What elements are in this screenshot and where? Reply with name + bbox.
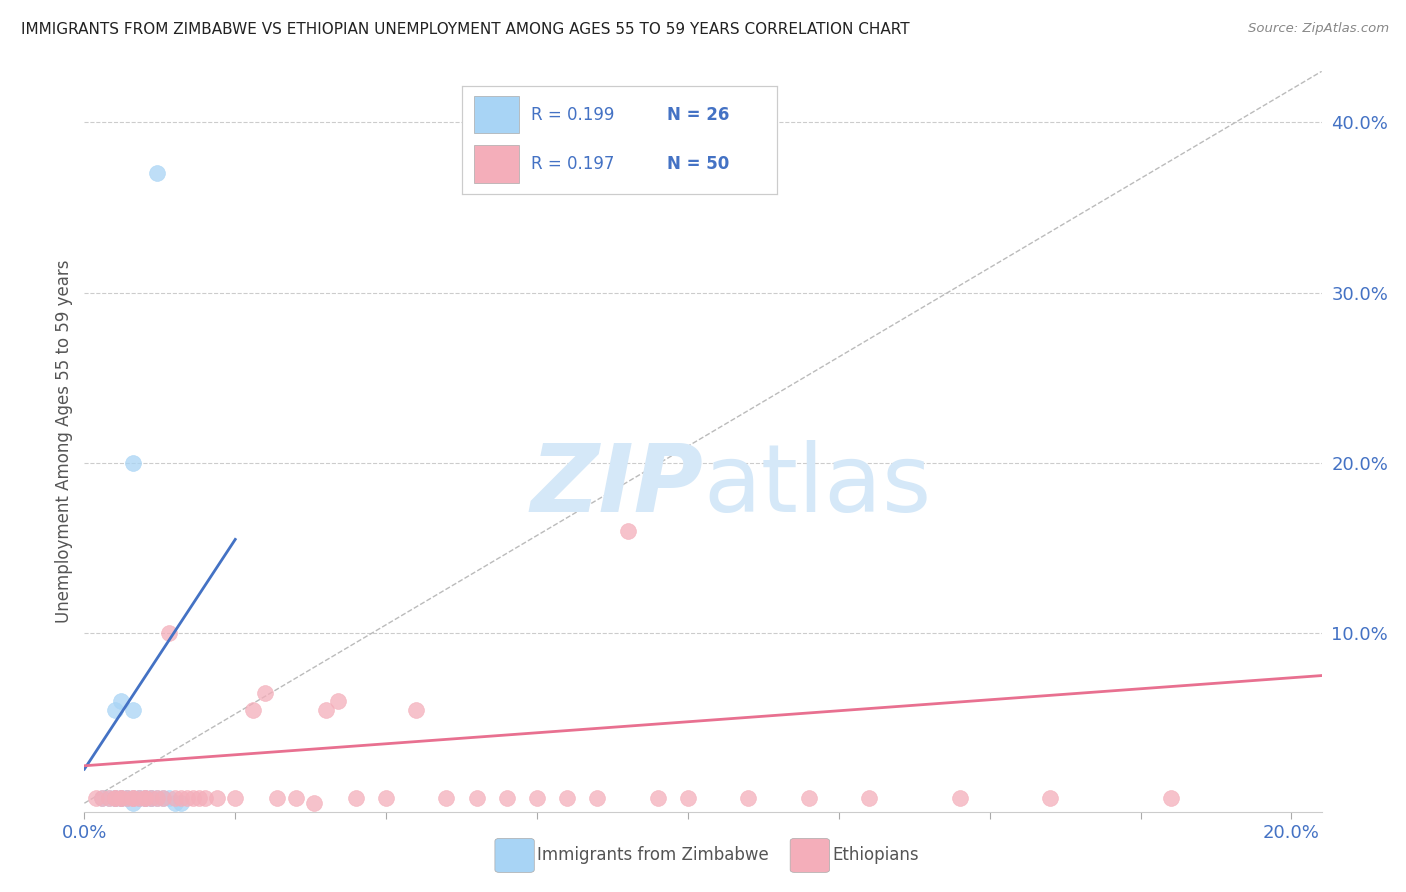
Point xyxy=(948,791,970,805)
Point xyxy=(163,791,186,805)
Point xyxy=(110,791,132,805)
Point xyxy=(242,703,264,717)
Point xyxy=(97,791,120,805)
Point xyxy=(157,791,180,805)
Point xyxy=(139,791,162,805)
Point xyxy=(128,791,150,805)
Point xyxy=(326,694,349,708)
Point xyxy=(128,791,150,805)
Point xyxy=(110,694,132,708)
Text: atlas: atlas xyxy=(703,440,931,532)
Point xyxy=(152,791,174,805)
Point xyxy=(555,791,578,805)
Point xyxy=(121,791,143,805)
Point xyxy=(176,791,198,805)
Point xyxy=(121,456,143,470)
Point xyxy=(103,791,125,805)
Point xyxy=(110,791,132,805)
Point xyxy=(134,791,156,805)
Point xyxy=(146,791,169,805)
Point xyxy=(146,166,169,180)
Point xyxy=(302,796,325,810)
Point xyxy=(676,791,699,805)
Text: Source: ZipAtlas.com: Source: ZipAtlas.com xyxy=(1249,22,1389,36)
Text: IMMIGRANTS FROM ZIMBABWE VS ETHIOPIAN UNEMPLOYMENT AMONG AGES 55 TO 59 YEARS COR: IMMIGRANTS FROM ZIMBABWE VS ETHIOPIAN UN… xyxy=(21,22,910,37)
Text: Ethiopians: Ethiopians xyxy=(832,847,920,864)
Point xyxy=(103,791,125,805)
Point xyxy=(91,791,114,805)
Point xyxy=(97,791,120,805)
Point xyxy=(91,791,114,805)
Point xyxy=(163,796,186,810)
Point xyxy=(1039,791,1062,805)
Point xyxy=(405,703,427,717)
Point xyxy=(121,791,143,805)
Point xyxy=(858,791,880,805)
Text: ZIP: ZIP xyxy=(530,440,703,532)
Point xyxy=(103,703,125,717)
Point xyxy=(134,791,156,805)
Point xyxy=(586,791,609,805)
Point xyxy=(139,791,162,805)
Point xyxy=(134,791,156,805)
Point xyxy=(254,685,277,699)
Point xyxy=(194,791,217,805)
Point xyxy=(737,791,759,805)
Point xyxy=(86,791,108,805)
Point xyxy=(375,791,398,805)
Point xyxy=(103,791,125,805)
Text: Immigrants from Zimbabwe: Immigrants from Zimbabwe xyxy=(537,847,769,864)
Point xyxy=(121,791,143,805)
Point xyxy=(128,791,150,805)
Point xyxy=(146,791,169,805)
Point xyxy=(115,791,138,805)
Point xyxy=(170,791,193,805)
Point xyxy=(284,791,307,805)
Point xyxy=(121,796,143,810)
Point xyxy=(205,791,228,805)
Point xyxy=(121,703,143,717)
Point xyxy=(465,791,488,805)
Point xyxy=(647,791,669,805)
Point xyxy=(1160,791,1182,805)
Point xyxy=(170,796,193,810)
Point xyxy=(139,791,162,805)
Point xyxy=(344,791,367,805)
Point xyxy=(495,791,517,805)
Point xyxy=(797,791,820,805)
Point xyxy=(224,791,246,805)
Point xyxy=(436,791,458,805)
Point xyxy=(110,791,132,805)
Point xyxy=(152,791,174,805)
Point xyxy=(616,524,638,538)
Point xyxy=(115,791,138,805)
Point xyxy=(134,791,156,805)
Point xyxy=(157,626,180,640)
Y-axis label: Unemployment Among Ages 55 to 59 years: Unemployment Among Ages 55 to 59 years xyxy=(55,260,73,624)
Point xyxy=(526,791,548,805)
Point xyxy=(266,791,288,805)
Point xyxy=(188,791,211,805)
Point xyxy=(103,791,125,805)
Point xyxy=(315,703,337,717)
Point xyxy=(181,791,204,805)
Point xyxy=(115,791,138,805)
Point xyxy=(110,791,132,805)
